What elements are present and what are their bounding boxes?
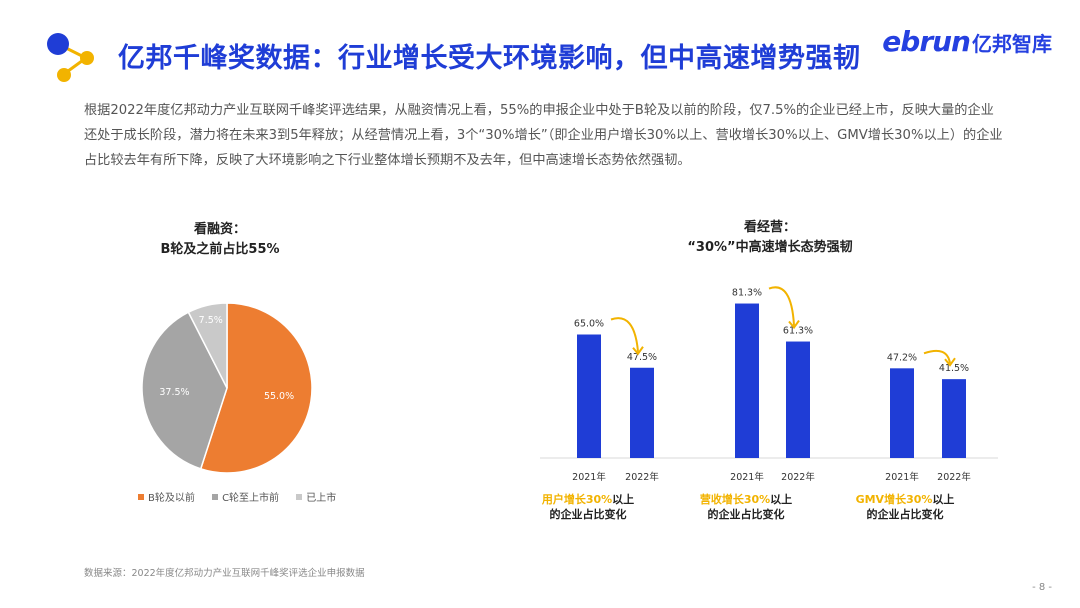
bar-value-label: 47.5% — [627, 352, 657, 363]
legend-item: B轮及以前 — [138, 489, 195, 504]
caption-rest: 以上 — [932, 493, 955, 506]
trend-arrow — [923, 349, 951, 364]
pie-title-line1: 看融资： — [193, 222, 246, 237]
bar — [577, 334, 601, 458]
bar — [890, 368, 914, 458]
caption-rest: 以上 — [612, 493, 635, 506]
bar-title-line1: 看经营： — [743, 220, 796, 235]
data-source-note: 数据来源：2022年度亿邦动力产业互联网千峰奖评选企业申报数据 — [84, 568, 365, 579]
group-caption-users: 用户增长30%以上 的企业占比变化 — [518, 492, 658, 522]
bar-value-label: 47.2% — [887, 352, 917, 363]
legend-item: 已上市 — [296, 489, 336, 504]
pie-title-line2: B轮及之前占比55% — [160, 242, 280, 257]
group-caption-revenue: 营收增长30%以上 的企业占比变化 — [676, 492, 816, 522]
page-title: 亿邦千峰奖数据：行业增长受大环境影响，但中高速增势强韧 — [118, 43, 861, 74]
x-tick-label: 2021年 — [572, 471, 606, 483]
summary-paragraph: 根据2022年度亿邦动力产业互联网千峰奖评选结果，从融资情况上看，55%的申报企… — [84, 103, 1003, 168]
legend-item: C轮至上市前 — [212, 489, 279, 504]
x-tick-label: 2021年 — [730, 471, 764, 483]
caption-highlight: 用户增长30% — [541, 493, 613, 506]
trend-arrow — [768, 286, 795, 326]
bar-title-line2: “30%”中高速增长态势强韧 — [687, 240, 853, 255]
bar — [735, 303, 759, 458]
bar-chart-title: 看经营： “30%”中高速增长态势强韧 — [620, 218, 920, 258]
caption-highlight: 营收增长30% — [699, 493, 771, 506]
bar-value-label: 61.3% — [783, 326, 813, 337]
brand-logo-text: ebrun — [882, 25, 971, 58]
page-number: - 8 - — [1032, 582, 1052, 593]
trend-arrow-head — [632, 346, 644, 356]
legend-swatch — [138, 494, 144, 500]
legend-swatch — [212, 494, 219, 500]
legend-label: 已上市 — [306, 493, 337, 504]
pie-slice — [141, 311, 228, 470]
pie-legend: B轮及以前 C轮至上市前 已上市 — [138, 489, 350, 504]
legend-label: C轮至上市前 — [222, 493, 280, 504]
brand-logo: ebrun 亿邦智库 — [882, 25, 1052, 58]
x-tick-label: 2021年 — [885, 471, 919, 483]
pie-slice — [187, 302, 228, 389]
caption-highlight: GMV增长30% — [855, 493, 933, 506]
legend-label: B轮及以前 — [148, 493, 195, 504]
x-tick-label: 2022年 — [625, 471, 659, 483]
pie-chart-title: 看融资： B轮及之前占比55% — [110, 220, 330, 260]
pie-chart: 55.0% 37.5% 7.5% — [141, 302, 313, 474]
pie-data-label: 55.0% — [264, 391, 294, 402]
x-tick-label: 2022年 — [781, 471, 815, 483]
bar-value-label: 41.5% — [939, 363, 969, 374]
pie-data-label: 7.5% — [199, 315, 223, 326]
trend-arrow-head — [944, 357, 956, 367]
caption-line2: 的企业占比变化 — [866, 508, 944, 521]
caption-rest: 以上 — [770, 493, 793, 506]
caption-line2: 的企业占比变化 — [707, 508, 785, 521]
x-tick-label: 2022年 — [937, 471, 971, 483]
bar-chart: 65.0% 2021年 47.5% 2022年 81.3% 2021年 61.3% 2022年… — [540, 286, 998, 483]
bar-value-label: 81.3% — [732, 288, 762, 299]
molecule-logo-icon — [44, 30, 104, 84]
caption-line2: 的企业占比变化 — [549, 508, 627, 521]
bar — [630, 367, 654, 458]
bar — [942, 379, 966, 458]
pie-data-label: 37.5% — [159, 387, 189, 398]
bar — [786, 341, 810, 458]
trend-arrow-head — [788, 319, 800, 330]
legend-swatch — [296, 494, 303, 500]
bar-value-label: 65.0% — [574, 319, 604, 330]
group-caption-gmv: GMV增长30%以上 的企业占比变化 — [835, 492, 975, 522]
brand-name: 亿邦智库 — [972, 32, 1052, 56]
pie-slice — [199, 302, 313, 474]
trend-arrow — [610, 317, 639, 352]
